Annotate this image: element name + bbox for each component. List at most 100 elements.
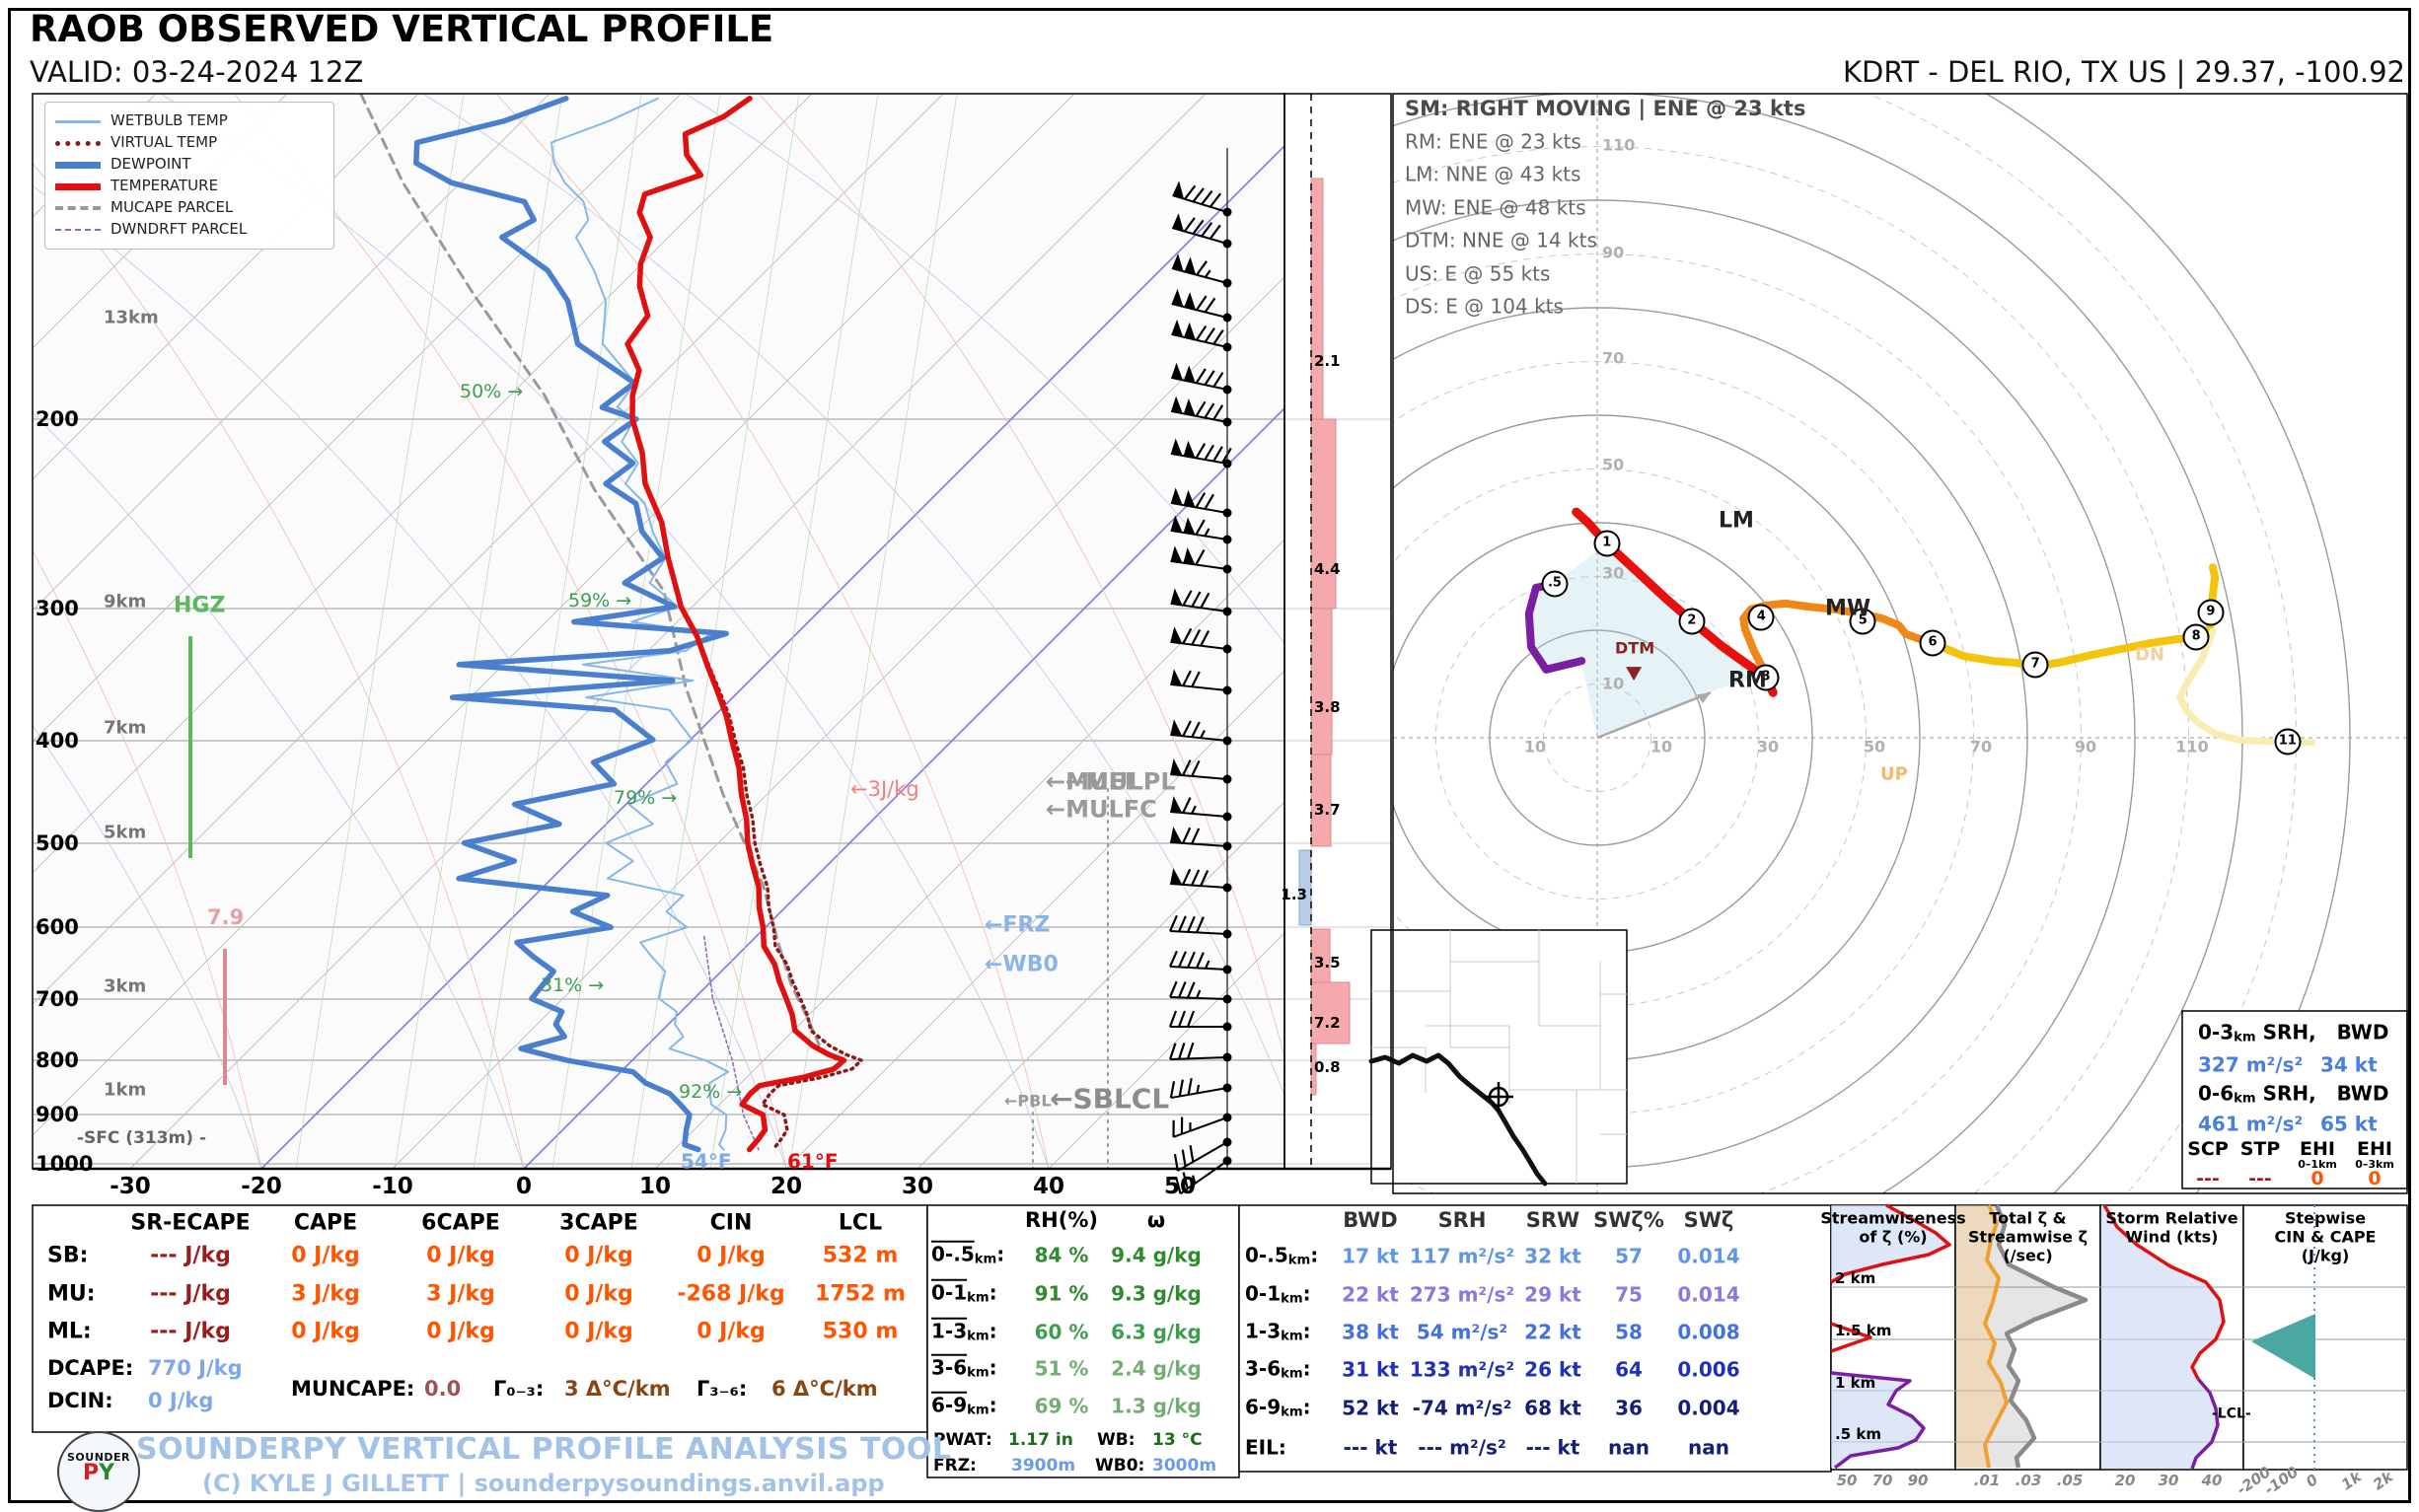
gamma-3-6-value: 6 Δ°C/km bbox=[771, 1376, 878, 1401]
annotation: ←SBLCL bbox=[1050, 1082, 1170, 1116]
ring-label: 50 bbox=[1602, 455, 1625, 474]
page-title: RAOB OBSERVED VERTICAL PROFILE bbox=[30, 8, 774, 50]
annotation: ←MULPL bbox=[1065, 767, 1176, 796]
ring-label: 110 bbox=[1602, 135, 1636, 155]
ring-label: 10 bbox=[1523, 737, 1547, 756]
bwd-cell: 0.006 bbox=[1677, 1357, 1740, 1382]
scp-stp-value: 0 bbox=[2310, 1168, 2324, 1190]
temp-axis-tick: -20 bbox=[241, 1173, 282, 1199]
rh-value: 91 % bbox=[1034, 1281, 1089, 1306]
stats-cell: 0 J/kg bbox=[564, 1319, 633, 1344]
pressure-label: 300 bbox=[36, 596, 79, 620]
legend-label: WETBULB TEMP bbox=[110, 111, 228, 130]
temp-axis-tick: 50 bbox=[1163, 1173, 1197, 1199]
legend-item: VIRTUAL TEMP bbox=[55, 132, 324, 154]
bwd-cell: 75 bbox=[1615, 1282, 1643, 1307]
panel-tick: 20 bbox=[2114, 1472, 2136, 1490]
panel-tick: .03 bbox=[2015, 1472, 2042, 1490]
dcin-value: 0 J/kg bbox=[148, 1388, 214, 1412]
ehi-sub: 0–3km bbox=[2355, 1158, 2394, 1172]
pressure-label: 900 bbox=[36, 1102, 79, 1126]
stats-cell: 0 J/kg bbox=[291, 1319, 360, 1344]
ring-label: 110 bbox=[2175, 737, 2209, 756]
panel-title: (J/kg) bbox=[2301, 1246, 2350, 1265]
wind-barb bbox=[1170, 588, 1228, 612]
annotation: 61°F bbox=[787, 1149, 839, 1174]
stats-row-label: SB: bbox=[47, 1243, 89, 1268]
pressure-label: 800 bbox=[36, 1047, 79, 1072]
pressure-label: 700 bbox=[36, 986, 79, 1011]
omega-value: 2.4 g/kg bbox=[1111, 1356, 1202, 1381]
rh-value: 60 % bbox=[1034, 1320, 1089, 1344]
ring-label: 50 bbox=[1863, 737, 1886, 756]
wind-barb bbox=[1170, 796, 1228, 818]
bwd-cell: 54 m²/s² bbox=[1416, 1320, 1508, 1344]
legend-swatch bbox=[55, 182, 101, 190]
panel-title: CIN & CAPE bbox=[2274, 1227, 2377, 1247]
hodo-point-.5: .5 bbox=[1541, 570, 1569, 598]
legend-swatch bbox=[55, 229, 101, 231]
wind-barb bbox=[1170, 719, 1228, 742]
omega-header: ω bbox=[1146, 1207, 1166, 1232]
hodo-point-3: 3 bbox=[1752, 664, 1780, 691]
bwd-cell: 17 kt bbox=[1342, 1244, 1399, 1268]
wb0-value: 3000m bbox=[1152, 1456, 1217, 1476]
bwd-header: BWD bbox=[1343, 1207, 1398, 1232]
bwd-cell: 0.008 bbox=[1677, 1320, 1740, 1344]
bwd-cell: -74 m²/s² bbox=[1412, 1396, 1512, 1420]
motion-label-UP: UP bbox=[1880, 763, 1908, 785]
stats-cell: 0 J/kg bbox=[696, 1243, 766, 1268]
wind-barb bbox=[1170, 626, 1228, 650]
panel-height-label: .5 km bbox=[1835, 1425, 1881, 1444]
stats-header: SR-ECAPE bbox=[130, 1210, 251, 1236]
legend-item: TEMPERATURE bbox=[55, 176, 324, 197]
stats-header: LCL bbox=[838, 1210, 883, 1236]
stats-cell: 3 J/kg bbox=[291, 1281, 360, 1307]
dcape-label: DCAPE: bbox=[47, 1355, 134, 1380]
stats-cell: 0 J/kg bbox=[426, 1243, 495, 1268]
omega-value: 9.4 g/kg bbox=[1111, 1243, 1202, 1267]
panel-title: Total ζ & bbox=[1989, 1208, 2067, 1228]
panel-tick: 70 bbox=[1871, 1472, 1893, 1490]
panel-tick: 40 bbox=[2201, 1472, 2223, 1490]
rh-row-label: 0-.5km: bbox=[931, 1242, 1005, 1267]
wind-barb bbox=[1171, 362, 1228, 391]
strip-value: 3.5 bbox=[1314, 954, 1341, 972]
bwd-cell: 58 bbox=[1615, 1320, 1643, 1344]
panel-title: Streamwise ζ bbox=[1967, 1227, 2089, 1247]
annotation: 7.9 bbox=[207, 904, 245, 929]
panel-tick: 30 bbox=[2158, 1472, 2179, 1490]
ring-label: 90 bbox=[2074, 737, 2097, 756]
temp-axis-tick: 40 bbox=[1032, 1173, 1065, 1199]
stats-cell: --- J/kg bbox=[150, 1281, 231, 1307]
wind-barb bbox=[1170, 396, 1228, 423]
bwd-row-label: 6-9km: bbox=[1245, 1395, 1311, 1420]
height-label: 1km bbox=[104, 1079, 147, 1101]
wind-barb bbox=[1168, 1010, 1227, 1028]
stats-cell: -268 J/kg bbox=[677, 1281, 785, 1307]
hodo-point-1: 1 bbox=[1593, 530, 1621, 557]
pressure-label: 400 bbox=[36, 728, 79, 753]
bwd-cell: 52 kt bbox=[1342, 1396, 1399, 1420]
rh-row-label: 3-6km: bbox=[931, 1355, 997, 1381]
scp-stp-header: EHI bbox=[2300, 1138, 2335, 1161]
height-label: 3km bbox=[104, 975, 147, 997]
wind-barb bbox=[1169, 1077, 1228, 1100]
rh-mark: 92% → bbox=[679, 1081, 743, 1104]
bwd-cell: 117 m²/s² bbox=[1409, 1244, 1515, 1268]
annotation: ←FRZ bbox=[985, 912, 1051, 938]
height-label: 9km bbox=[104, 591, 147, 612]
strip-value: 3.7 bbox=[1314, 801, 1341, 820]
bwd-cell: 0.014 bbox=[1677, 1282, 1740, 1307]
bwd-row-label: 0-1km: bbox=[1245, 1281, 1311, 1307]
bwd-cell: 0.004 bbox=[1677, 1396, 1740, 1420]
annotation: ←MULFC bbox=[1046, 795, 1157, 824]
stats-cell: 0 J/kg bbox=[426, 1319, 495, 1344]
wind-barb bbox=[1170, 487, 1228, 514]
pwat-label: PWAT: bbox=[933, 1430, 992, 1451]
rh-row-label: 0-1km: bbox=[931, 1280, 997, 1306]
motion-label-LM: LM bbox=[1719, 508, 1754, 534]
annotation: 54°F bbox=[681, 1149, 732, 1174]
bwd-header: SRW bbox=[1525, 1207, 1580, 1232]
